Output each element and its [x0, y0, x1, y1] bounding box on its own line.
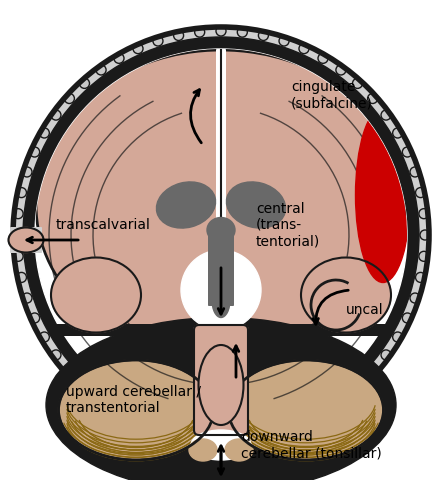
Circle shape	[114, 407, 124, 417]
Circle shape	[51, 350, 61, 360]
Circle shape	[51, 110, 61, 120]
Text: upward cerebellar /
transtentorial: upward cerebellar / transtentorial	[66, 385, 201, 415]
FancyBboxPatch shape	[217, 50, 225, 310]
Circle shape	[30, 313, 40, 323]
Ellipse shape	[36, 50, 406, 360]
Circle shape	[13, 209, 23, 219]
Circle shape	[299, 44, 309, 54]
Ellipse shape	[189, 439, 217, 461]
Circle shape	[259, 30, 268, 40]
Circle shape	[133, 416, 143, 426]
Circle shape	[318, 407, 328, 417]
Circle shape	[368, 367, 377, 376]
Ellipse shape	[207, 217, 235, 242]
Circle shape	[237, 433, 248, 443]
Circle shape	[16, 273, 27, 282]
FancyBboxPatch shape	[51, 324, 391, 336]
Ellipse shape	[301, 257, 391, 333]
Circle shape	[237, 27, 248, 37]
FancyBboxPatch shape	[11, 228, 41, 252]
Circle shape	[336, 395, 346, 405]
Circle shape	[381, 350, 391, 360]
Circle shape	[402, 147, 412, 157]
Circle shape	[80, 382, 89, 392]
Circle shape	[96, 65, 106, 75]
FancyBboxPatch shape	[194, 325, 248, 435]
Circle shape	[30, 147, 40, 157]
Circle shape	[353, 78, 362, 88]
Ellipse shape	[198, 345, 244, 425]
Ellipse shape	[229, 360, 384, 460]
Circle shape	[353, 382, 362, 392]
Circle shape	[39, 332, 50, 342]
Circle shape	[153, 424, 163, 434]
Circle shape	[381, 110, 391, 120]
Circle shape	[96, 395, 106, 405]
Ellipse shape	[51, 257, 141, 333]
Circle shape	[415, 188, 426, 198]
Circle shape	[216, 26, 226, 36]
Circle shape	[65, 367, 74, 376]
Ellipse shape	[191, 430, 251, 460]
Circle shape	[420, 230, 430, 240]
Circle shape	[194, 27, 205, 37]
Circle shape	[259, 430, 268, 440]
Circle shape	[410, 167, 420, 177]
Circle shape	[80, 78, 89, 88]
Circle shape	[392, 332, 403, 342]
Ellipse shape	[355, 108, 411, 283]
Text: downward
cerebellar (tonsillar): downward cerebellar (tonsillar)	[241, 430, 382, 460]
Circle shape	[22, 167, 32, 177]
Text: transcalvarial: transcalvarial	[56, 218, 151, 232]
Circle shape	[279, 424, 289, 434]
Ellipse shape	[226, 182, 286, 228]
Circle shape	[13, 252, 23, 261]
Circle shape	[402, 313, 412, 323]
Circle shape	[419, 252, 429, 261]
Circle shape	[35, 49, 407, 421]
Circle shape	[16, 188, 27, 198]
Ellipse shape	[58, 360, 213, 460]
Circle shape	[318, 53, 328, 63]
Circle shape	[419, 209, 429, 219]
Text: cingulate
(subfalcine): cingulate (subfalcine)	[291, 80, 373, 110]
Circle shape	[174, 430, 183, 440]
Circle shape	[13, 27, 429, 443]
Circle shape	[368, 94, 377, 104]
Ellipse shape	[225, 439, 253, 461]
Ellipse shape	[212, 283, 230, 317]
Circle shape	[216, 434, 226, 444]
Circle shape	[415, 273, 426, 282]
Circle shape	[153, 36, 163, 46]
Ellipse shape	[8, 228, 43, 252]
Circle shape	[279, 36, 289, 46]
Circle shape	[23, 37, 419, 433]
Circle shape	[39, 128, 50, 138]
Circle shape	[410, 293, 420, 303]
Circle shape	[299, 416, 309, 426]
Ellipse shape	[58, 360, 213, 460]
FancyBboxPatch shape	[209, 225, 233, 305]
Circle shape	[65, 94, 74, 104]
Circle shape	[174, 30, 183, 40]
Ellipse shape	[46, 317, 396, 480]
Circle shape	[392, 128, 403, 138]
Ellipse shape	[229, 360, 384, 460]
Circle shape	[133, 44, 143, 54]
Text: central
(trans-
tentorial): central (trans- tentorial)	[256, 202, 320, 248]
Circle shape	[12, 230, 22, 240]
Circle shape	[114, 53, 124, 63]
Circle shape	[22, 293, 32, 303]
Circle shape	[336, 65, 346, 75]
Ellipse shape	[156, 182, 216, 228]
Ellipse shape	[181, 250, 261, 330]
Circle shape	[194, 433, 205, 443]
Text: uncal: uncal	[346, 303, 384, 317]
